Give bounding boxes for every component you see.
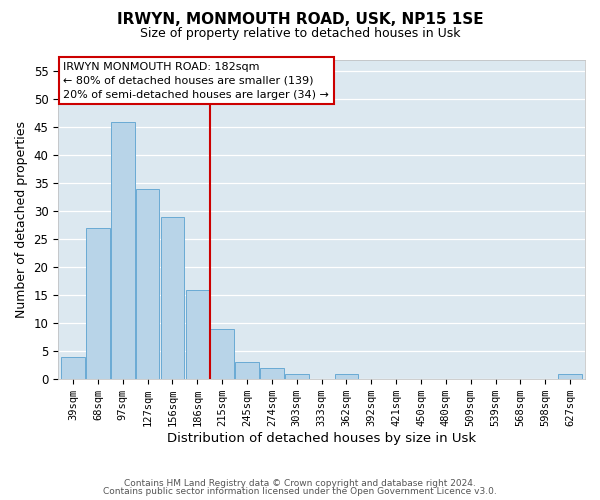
Text: IRWYN MONMOUTH ROAD: 182sqm
← 80% of detached houses are smaller (139)
20% of se: IRWYN MONMOUTH ROAD: 182sqm ← 80% of det… (64, 62, 329, 100)
Text: Contains HM Land Registry data © Crown copyright and database right 2024.: Contains HM Land Registry data © Crown c… (124, 478, 476, 488)
Bar (185, 290, 209, 379)
Bar (211, 329, 234, 379)
Bar (61, 357, 85, 379)
X-axis label: Distribution of detached houses by size in Usk: Distribution of detached houses by size … (167, 432, 476, 445)
Bar (558, 374, 582, 379)
Y-axis label: Number of detached properties: Number of detached properties (15, 121, 28, 318)
Bar (285, 374, 308, 379)
Bar (86, 228, 110, 379)
Bar (260, 368, 284, 379)
Bar (161, 217, 184, 379)
Bar (136, 189, 160, 379)
Bar (235, 362, 259, 379)
Bar (335, 374, 358, 379)
Text: Contains public sector information licensed under the Open Government Licence v3: Contains public sector information licen… (103, 487, 497, 496)
Bar (111, 122, 134, 379)
Text: IRWYN, MONMOUTH ROAD, USK, NP15 1SE: IRWYN, MONMOUTH ROAD, USK, NP15 1SE (116, 12, 484, 28)
Text: Size of property relative to detached houses in Usk: Size of property relative to detached ho… (140, 28, 460, 40)
